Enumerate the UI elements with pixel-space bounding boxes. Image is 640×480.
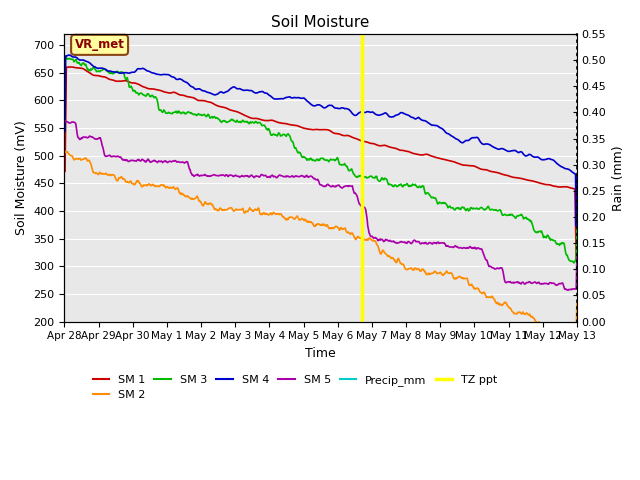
- Y-axis label: Rain (mm): Rain (mm): [612, 145, 625, 211]
- Y-axis label: Soil Moisture (mV): Soil Moisture (mV): [15, 120, 28, 235]
- Legend: SM 1, SM 2, SM 3, SM 4, SM 5, Precip_mm, TZ ppt: SM 1, SM 2, SM 3, SM 4, SM 5, Precip_mm,…: [88, 370, 502, 405]
- X-axis label: Time: Time: [305, 347, 336, 360]
- Title: Soil Moisture: Soil Moisture: [271, 15, 370, 30]
- Text: VR_met: VR_met: [75, 38, 125, 51]
